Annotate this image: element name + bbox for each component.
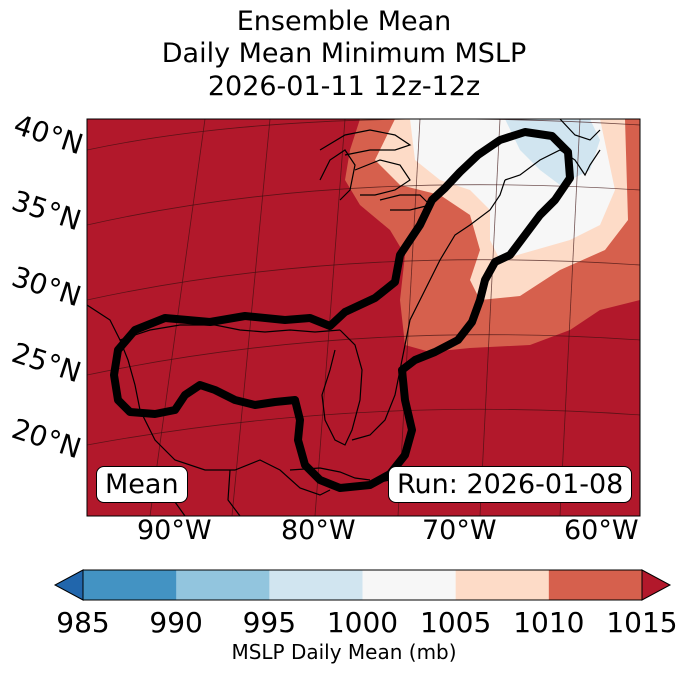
lon-label-60w: 60°W bbox=[564, 515, 639, 546]
colorbar-segment-1005 bbox=[455, 570, 550, 600]
colorbar-tick-1015: 1015 bbox=[606, 606, 678, 639]
colorbar-segment-1010 bbox=[548, 570, 643, 600]
mode-label: Mean bbox=[96, 466, 188, 503]
lon-label-80w: 80°W bbox=[281, 515, 356, 546]
colorbar bbox=[53, 569, 672, 601]
colorbar-segments bbox=[53, 569, 672, 601]
chart-title-line-3: 2026-01-11 12z-12z bbox=[207, 71, 481, 102]
colorbar-tick-1000: 1000 bbox=[326, 606, 399, 639]
colorbar-segment-995 bbox=[269, 570, 363, 600]
map-plot bbox=[86, 118, 641, 517]
colorbar-extend-low bbox=[53, 569, 84, 601]
lon-label-90w: 90°W bbox=[137, 515, 212, 546]
map-frame bbox=[86, 118, 641, 517]
colorbar-segment-990 bbox=[176, 570, 270, 600]
colorbar-tick-995: 995 bbox=[242, 606, 297, 639]
colorbar-segment-1000 bbox=[362, 570, 457, 600]
pressure-field bbox=[87, 119, 640, 516]
colorbar-segment-985 bbox=[83, 570, 177, 600]
chart-title-line-1: Ensemble Mean bbox=[236, 6, 452, 37]
lon-label-70w: 70°W bbox=[422, 515, 497, 546]
colorbar-label: MSLP Daily Mean (mb) bbox=[231, 640, 457, 664]
colorbar-extend-high bbox=[641, 569, 672, 601]
run-label: Run: 2026-01-08 bbox=[388, 466, 633, 503]
chart-title-line-2: Daily Mean Minimum MSLP bbox=[161, 38, 527, 69]
colorbar-frame bbox=[82, 569, 643, 601]
colorbar-tick-985: 985 bbox=[56, 606, 110, 639]
colorbar-tick-990: 990 bbox=[149, 606, 203, 639]
colorbar-tick-1010: 1010 bbox=[513, 606, 585, 639]
low-pressure-contour bbox=[110, 128, 574, 492]
colorbar-tick-1005: 1005 bbox=[420, 606, 492, 639]
